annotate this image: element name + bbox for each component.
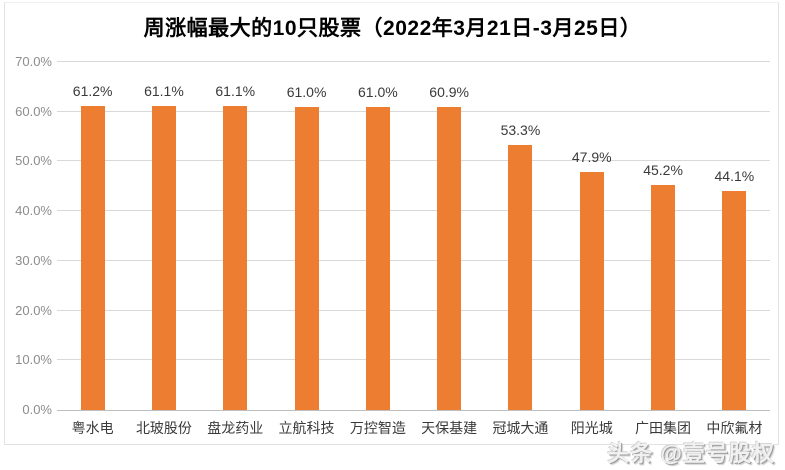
y-tick-label: 60.0% <box>15 103 52 119</box>
category-label: 粤水电 <box>71 420 114 436</box>
bar-中欣氟材 <box>722 190 747 410</box>
data-label: 61.0% <box>286 83 327 100</box>
plot-area: 61.2% 粤水电 61.1% 北玻股份 61.1% 盘龙药业 61.0% 立航科技 61.0%… <box>57 61 770 436</box>
x-axis-line <box>57 410 770 411</box>
bar-北玻股份 <box>151 106 176 410</box>
category-label: 北玻股份 <box>135 420 192 436</box>
gridline <box>57 61 770 62</box>
category-label: 冠城大通 <box>492 420 549 436</box>
y-tick-label: 40.0% <box>15 203 52 219</box>
data-label: 44.1% <box>714 167 755 184</box>
bar-冠城大通 <box>508 145 533 410</box>
chart-title: 周涨幅最大的10只股票（2022年3月21日-3月25日） <box>143 17 642 40</box>
category-label: 广田集团 <box>635 420 692 436</box>
category-label: 阳光城 <box>570 420 613 436</box>
gridline <box>57 309 770 311</box>
data-label: 60.9% <box>429 84 469 101</box>
category-label: 天保基建 <box>421 420 478 436</box>
y-tick-label: 50.0% <box>15 153 52 169</box>
chart-frame <box>4 2 779 445</box>
data-label: 45.2% <box>643 162 683 179</box>
category-label: 万控智造 <box>349 420 406 436</box>
category-label: 中欣氟材 <box>706 420 763 436</box>
data-label: 47.9% <box>571 148 612 165</box>
y-tick-label: 10.0% <box>15 352 52 368</box>
category-label: 盘龙药业 <box>207 420 264 436</box>
gridline <box>57 210 770 212</box>
gridline <box>57 259 770 261</box>
bar-阳光城 <box>579 171 604 410</box>
bar-万控智造 <box>365 106 390 410</box>
bar-天保基建 <box>437 107 462 410</box>
gridline <box>57 110 770 112</box>
bar-盘龙药业 <box>223 106 248 410</box>
data-label: 61.1% <box>144 83 184 100</box>
y-tick-label: 70.0% <box>15 54 52 69</box>
y-tick-label: 30.0% <box>15 252 52 268</box>
gridline <box>57 359 770 361</box>
data-label: 61.1% <box>215 83 256 100</box>
data-label: 61.2% <box>72 82 113 99</box>
gridline <box>57 160 770 162</box>
bar-广田集团 <box>651 185 676 410</box>
y-tick-label: 0.0% <box>22 402 52 417</box>
bar-粤水电 <box>80 105 105 410</box>
category-label: 立航科技 <box>278 420 335 436</box>
y-tick-label: 20.0% <box>15 302 52 318</box>
data-label: 61.0% <box>357 83 398 100</box>
data-label: 53.3% <box>500 122 541 139</box>
watermark: 头条 @壹号股权 <box>607 441 775 466</box>
bar-立航科技 <box>294 106 319 410</box>
